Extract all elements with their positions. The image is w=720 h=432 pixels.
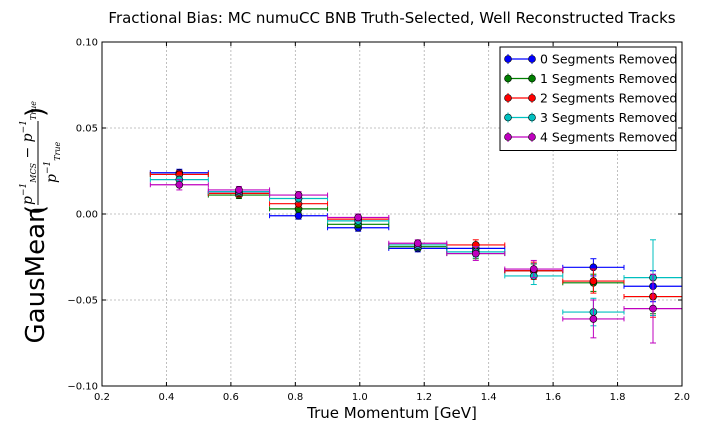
legend-marker [528,55,536,63]
x-tick-label: 0.2 [94,392,110,403]
x-tick-label: 2.0 [674,392,690,403]
chart-title: Fractional Bias: MC numuCC BNB Truth-Sel… [108,9,675,27]
data-point [649,304,657,313]
x-tick-label: 1.0 [352,392,368,403]
legend-label: 0 Segments Removed [540,52,677,67]
legend-entry: 0 Segments Removed [504,52,677,67]
y-tick-label: −0.05 [67,296,98,307]
data-point [589,277,598,285]
data-point [529,265,538,273]
data-point [294,211,303,220]
data-point [413,239,422,248]
legend-marker [504,113,512,122]
y-tick-label: 0.10 [76,38,98,49]
data-point [354,213,362,222]
legend-marker [504,133,512,141]
legend-marker [528,74,536,83]
x-tick-label: 1.8 [610,392,626,403]
legend-marker [504,74,512,83]
legend-entry: 2 Segments Removed [504,91,677,106]
x-tick-label: 1.2 [416,392,432,403]
data-point [589,315,598,323]
legend-label: 2 Segments Removed [540,91,677,106]
data-point [471,249,480,258]
y-axis-paren-close: ) [21,107,51,117]
y-tick-label: 0.05 [76,124,98,135]
y-axis-formula-denominator: p−1True [43,141,62,183]
svg-text:GausMean: GausMean [21,207,51,344]
data-series [149,168,683,344]
legend-label: 1 Segments Removed [540,71,677,86]
data-point [235,186,243,194]
series-0 [149,168,683,303]
legend-marker [504,94,512,102]
y-tick-label: 0.00 [76,210,98,221]
legend-label: 4 Segments Removed [540,130,677,145]
legend-marker [528,133,536,141]
legend-entry: 3 Segments Removed [504,110,677,125]
legend-entry: 4 Segments Removed [504,130,677,145]
data-point [294,191,303,199]
data-point [175,180,184,189]
legend-label: 3 Segments Removed [540,110,677,125]
x-tick-label: 1.4 [481,392,497,403]
x-tick-label: 0.6 [223,392,239,403]
x-axis-label: True Momentum [GeV] [306,404,477,422]
axis-ticks: 0.2 0.4 0.6 0.8 1.0 1.2 1.4 1.6 1.8 2.0 0.10 0.05 0.… [67,38,690,404]
y-axis-paren-open: ( [21,205,51,215]
y-tick-label: −0.10 [67,382,98,393]
x-tick-label: 1.6 [545,392,561,403]
legend-marker [528,113,536,122]
legend-entry: 1 Segments Removed [504,71,677,86]
y-axis-label-text: GausMean [21,207,51,344]
x-tick-label: 0.4 [158,392,174,403]
legend-marker [528,94,536,102]
x-tick-label: 0.8 [287,392,303,403]
legend: 0 Segments Removed 1 Segments Removed 2 Se… [499,46,677,151]
series-4 [149,179,683,344]
legend-marker [504,55,512,63]
y-axis-label: GausMean ( p−1MCS − p−1True p−1True ) [19,101,62,344]
